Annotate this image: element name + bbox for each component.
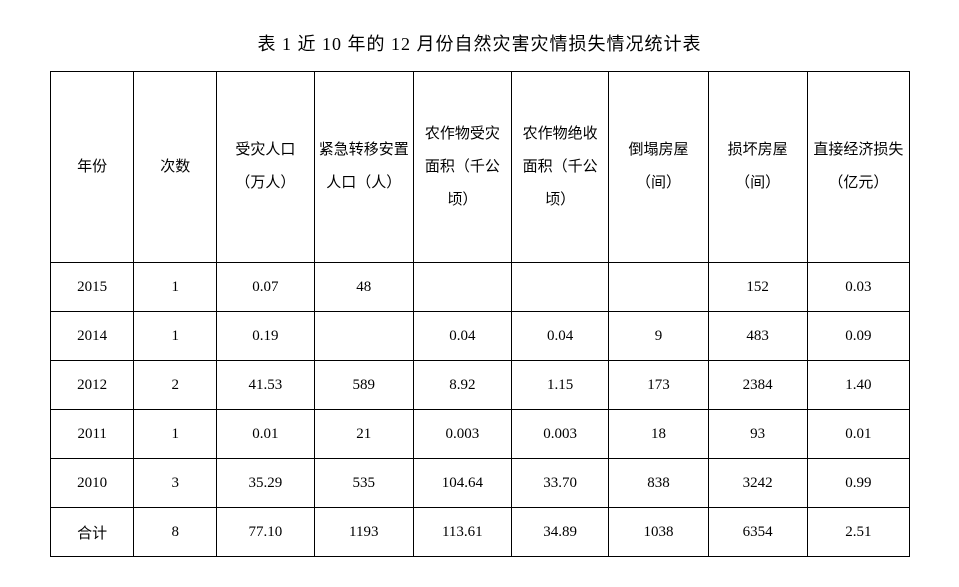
table-cell: 0.01 xyxy=(217,410,315,459)
header-count: 次数 xyxy=(134,72,217,263)
table-cell: 589 xyxy=(314,361,413,410)
header-relocated-population: 紧急转移安置人口（人） xyxy=(314,72,413,263)
table-cell: 0.003 xyxy=(511,410,609,459)
table-cell: 2012 xyxy=(51,361,134,410)
header-crop-affected: 农作物受灾面积（千公顷） xyxy=(413,72,511,263)
disaster-loss-table: 年份 次数 受灾人口（万人） 紧急转移安置人口（人） 农作物受灾面积（千公顷） … xyxy=(50,71,910,557)
table-cell: 0.003 xyxy=(413,410,511,459)
table-cell xyxy=(314,312,413,361)
table-cell: 8.92 xyxy=(413,361,511,410)
table-cell: 2.51 xyxy=(807,508,909,557)
table-cell: 483 xyxy=(708,312,807,361)
table-cell: 0.04 xyxy=(511,312,609,361)
table-row: 合计877.101193113.6134.89103863542.51 xyxy=(51,508,910,557)
table-cell: 1038 xyxy=(609,508,708,557)
table-cell: 0.19 xyxy=(217,312,315,361)
table-cell: 0.03 xyxy=(807,263,909,312)
table-cell: 113.61 xyxy=(413,508,511,557)
table-cell: 0.01 xyxy=(807,410,909,459)
table-cell: 8 xyxy=(134,508,217,557)
table-row: 2010335.29535104.6433.7083832420.99 xyxy=(51,459,910,508)
table-cell: 0.99 xyxy=(807,459,909,508)
table-row: 201510.0748 1520.03 xyxy=(51,263,910,312)
header-affected-population: 受灾人口（万人） xyxy=(217,72,315,263)
table-cell: 0.07 xyxy=(217,263,315,312)
header-crop-destroyed: 农作物绝收面积（千公顷） xyxy=(511,72,609,263)
table-cell: 93 xyxy=(708,410,807,459)
table-cell: 33.70 xyxy=(511,459,609,508)
table-cell: 1193 xyxy=(314,508,413,557)
table-cell: 2011 xyxy=(51,410,134,459)
header-year: 年份 xyxy=(51,72,134,263)
table-cell xyxy=(511,263,609,312)
table-cell: 2010 xyxy=(51,459,134,508)
table-cell: 2014 xyxy=(51,312,134,361)
table-cell: 21 xyxy=(314,410,413,459)
table-row: 2012241.535898.921.1517323841.40 xyxy=(51,361,910,410)
table-cell: 合计 xyxy=(51,508,134,557)
table-cell: 152 xyxy=(708,263,807,312)
table-cell: 34.89 xyxy=(511,508,609,557)
header-damaged-houses: 损坏房屋（间） xyxy=(708,72,807,263)
table-cell: 173 xyxy=(609,361,708,410)
table-cell: 0.04 xyxy=(413,312,511,361)
table-cell: 1.15 xyxy=(511,361,609,410)
table-cell: 6354 xyxy=(708,508,807,557)
table-cell: 0.09 xyxy=(807,312,909,361)
table-cell: 1 xyxy=(134,312,217,361)
table-cell: 9 xyxy=(609,312,708,361)
table-cell: 1 xyxy=(134,410,217,459)
table-header-row: 年份 次数 受灾人口（万人） 紧急转移安置人口（人） 农作物受灾面积（千公顷） … xyxy=(51,72,910,263)
table-cell: 3 xyxy=(134,459,217,508)
header-economic-loss: 直接经济损失（亿元） xyxy=(807,72,909,263)
table-cell: 838 xyxy=(609,459,708,508)
table-cell: 2384 xyxy=(708,361,807,410)
header-collapsed-houses: 倒塌房屋（间） xyxy=(609,72,708,263)
table-cell: 535 xyxy=(314,459,413,508)
table-cell: 18 xyxy=(609,410,708,459)
table-cell: 35.29 xyxy=(217,459,315,508)
table-body: 201510.07481520.03201410.190.040.0494830… xyxy=(51,263,910,557)
table-cell xyxy=(609,263,708,312)
table-title: 表 1 近 10 年的 12 月份自然灾害灾情损失情况统计表 xyxy=(50,30,909,56)
table-row: 201410.190.040.0494830.09 xyxy=(51,312,910,361)
table-cell: 2 xyxy=(134,361,217,410)
table-row: 201110.01210.0030.00318930.01 xyxy=(51,410,910,459)
table-cell: 2015 xyxy=(51,263,134,312)
table-cell: 77.10 xyxy=(217,508,315,557)
table-cell: 104.64 xyxy=(413,459,511,508)
table-cell: 41.53 xyxy=(217,361,315,410)
table-cell: 1 xyxy=(134,263,217,312)
table-cell: 3242 xyxy=(708,459,807,508)
table-cell: 48 xyxy=(314,263,413,312)
table-cell: 1.40 xyxy=(807,361,909,410)
table-cell xyxy=(413,263,511,312)
